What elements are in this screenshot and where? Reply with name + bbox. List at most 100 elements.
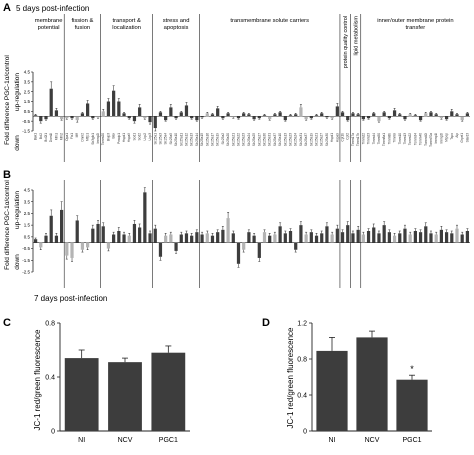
gene-label: Timm17a [351,133,355,146]
bar-pgc1 [396,379,428,431]
gene-bar [273,234,277,243]
gene-bar [179,112,183,117]
y-tick-label: 2.5 [24,89,31,94]
gene-label: Timm8a1 [382,133,386,146]
category-header: transport & [112,18,140,24]
gene-bar [252,235,256,243]
gene-bar [372,227,376,243]
gene-bar [387,232,391,243]
y-tick-label: 0.8 [297,357,307,364]
gene-label: Tspo [450,133,454,140]
y-tick-label: 3.5 [24,79,31,84]
y-tick-label: -1.5 [22,258,30,263]
gene-bar [117,231,121,243]
panel-a-letter: A [3,2,11,14]
category-header: transfer [406,25,426,31]
gene-label: Cpt2 [346,133,350,140]
gene-bar [424,113,428,117]
gene-bar [112,234,116,243]
y-tick-label: 0.5 [24,234,31,239]
gene-bar [283,233,287,243]
gene-bar [377,233,381,243]
gene-label: Slc25a30 [325,133,329,147]
gene-label: Hspa9 [127,133,131,142]
gene-bar [450,233,454,243]
gene-label: Mfn1 [54,133,58,140]
category-header: protein quality control [343,16,349,68]
x-tick-label: NCV [365,437,380,444]
gene-label: Sod2 [138,133,142,141]
gene-bar [288,115,293,117]
gene-label: Slc25a13 [190,133,194,147]
category-header: localization [112,25,141,31]
gene-label: Slc25a14 [195,133,199,147]
gene-label: Mipep [445,133,449,142]
gene-bar [366,116,371,119]
gene-bar [148,116,152,123]
gene-label: Dnm1l [49,133,53,143]
category-header: potential [38,25,60,31]
gene-bar [444,232,449,243]
gene-bar [200,116,204,118]
category-header: stress and [163,18,190,24]
gene-bar [226,113,230,117]
gene-label: Slc25a1 [153,133,157,145]
gene-label: Bcl2l1 [44,133,48,142]
gene-label: Timm50 [377,133,381,145]
gene-bar [361,116,365,120]
gene-bar [153,116,157,129]
gene-bar [408,114,412,117]
gene-bar [325,116,329,118]
gene-bar [75,220,79,243]
bar-ncv [108,362,142,431]
gene-bar [314,235,319,243]
gene-bar [309,232,313,243]
y-tick-label: 2.5 [24,211,31,216]
gene-label: Slc25a15 [200,133,204,147]
y-tick-label: 0 [303,429,307,436]
gene-label: Immp2l [96,133,100,144]
gene-bar [304,116,308,120]
y-tick-label: 0 [51,429,55,436]
gene-label: Slc25a24 [294,133,298,147]
gene-label: Fis1 [70,133,74,139]
gene-bar [70,116,74,119]
gene-bar [195,116,199,121]
gene-bar [96,116,100,118]
gene-bar [450,111,454,117]
panel-b-down-label: down [14,254,21,270]
gene-label: Slc25a21 [315,133,319,147]
gene-bar [418,116,423,121]
gene-label: Slc25a5 [169,133,173,145]
gene-bar [91,228,95,243]
panel-b-axis-labels: Fold difference PGC-1α/control up-regula… [4,180,21,270]
gene-label: Slc25a21 [231,133,235,147]
gene-bar [294,114,298,117]
gene-label: Bnip3 [106,133,110,141]
significance-marker: * [410,364,414,374]
gene-label: Opa1 [65,133,69,141]
gene-label: Slc25a30 [263,133,267,147]
gene-bar [439,116,443,119]
gene-bar [455,114,459,117]
panel-b-plot: 4.5 3.5 2.5 1.5 0.5 -0.5 -1.5 -2.5 [22,180,470,288]
gene-bar [465,231,470,243]
gene-label: Immp2l [439,133,443,144]
gene-label: Slc25a27 [320,133,324,147]
gene-label: Slc25a31 [299,133,303,147]
panel-b-time-label: 7 days post-infection [34,294,107,303]
bar-ni [64,358,99,431]
gene-label: Tomm40l [424,133,428,146]
gene-bar [44,235,48,243]
gene-bar [351,233,355,243]
gene-label: Slc25a10 [278,133,282,147]
gene-bar [413,115,417,117]
gene-bar [75,116,79,121]
gene-bar [143,192,147,243]
gene-label: Slc25a17 [210,133,214,147]
gene-bar [117,101,121,117]
gene-label: Slc25a31 [268,133,272,147]
gene-bar [247,232,251,243]
